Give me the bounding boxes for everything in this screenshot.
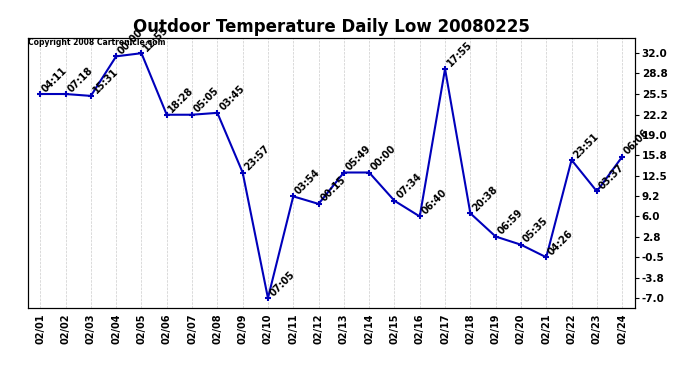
Text: 15:31: 15:31 xyxy=(91,67,120,96)
Text: 05:05: 05:05 xyxy=(192,86,221,115)
Text: 23:51: 23:51 xyxy=(571,131,600,160)
Text: 00:00: 00:00 xyxy=(116,27,145,56)
Text: 06:40: 06:40 xyxy=(420,188,448,216)
Text: 04:26: 04:26 xyxy=(546,228,575,257)
Text: 07:34: 07:34 xyxy=(395,172,424,201)
Title: Outdoor Temperature Daily Low 20080225: Outdoor Temperature Daily Low 20080225 xyxy=(132,18,530,36)
Text: 17:55: 17:55 xyxy=(445,40,474,69)
Text: 03:37: 03:37 xyxy=(597,162,626,191)
Text: 04:11: 04:11 xyxy=(40,65,69,94)
Text: 05:35: 05:35 xyxy=(521,216,550,245)
Text: 07:18: 07:18 xyxy=(66,65,95,94)
Text: 06:59: 06:59 xyxy=(495,207,524,237)
Text: 03:45: 03:45 xyxy=(217,84,246,113)
Text: 03:54: 03:54 xyxy=(293,167,322,196)
Text: 20:38: 20:38 xyxy=(471,184,500,213)
Text: 00:15: 00:15 xyxy=(319,175,348,204)
Text: 00:00: 00:00 xyxy=(369,144,398,172)
Text: 07:05: 07:05 xyxy=(268,269,297,298)
Text: 12:55: 12:55 xyxy=(141,24,170,53)
Text: 18:28: 18:28 xyxy=(167,86,196,115)
Text: 23:57: 23:57 xyxy=(243,144,272,172)
Text: 05:49: 05:49 xyxy=(344,144,373,172)
Text: 06:06: 06:06 xyxy=(622,128,651,157)
Text: Copyright 2008 Cartrenicle.com: Copyright 2008 Cartrenicle.com xyxy=(28,38,165,46)
